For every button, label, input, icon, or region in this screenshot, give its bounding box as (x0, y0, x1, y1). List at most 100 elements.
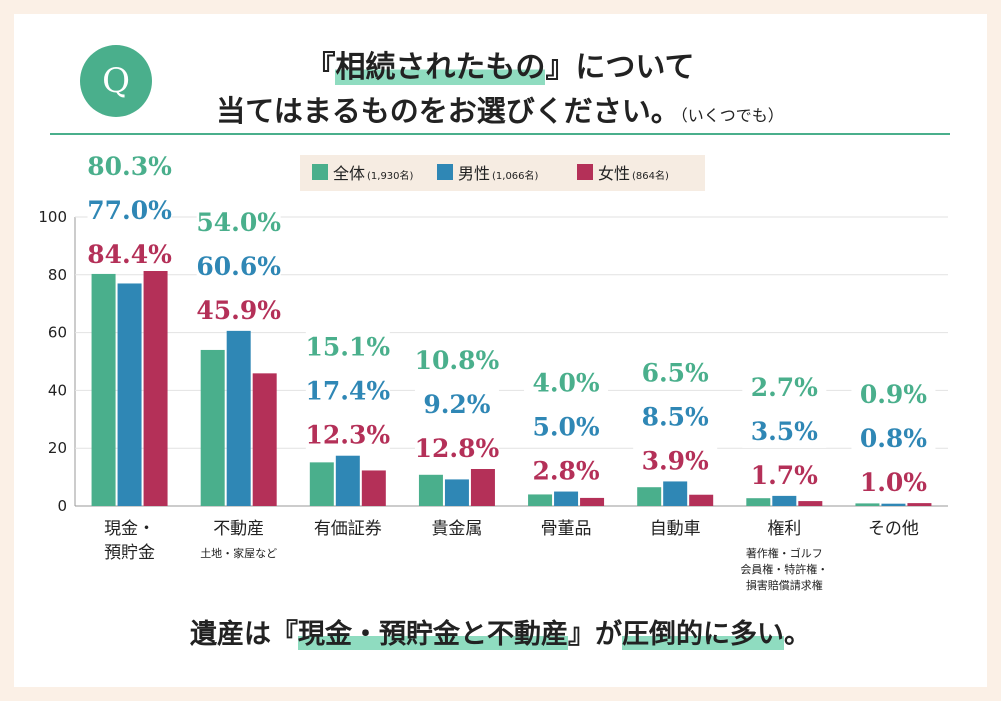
data-label-bg (524, 407, 609, 444)
data-label: 8.5% (642, 402, 709, 431)
data-label-bg (87, 147, 172, 183)
data-label: 84.4% (87, 240, 172, 269)
question-badge-label: Q (102, 61, 130, 101)
data-label-bg (851, 463, 936, 500)
data-label-bg (305, 371, 390, 408)
data-label-bg (87, 235, 172, 271)
legend-swatch (437, 164, 453, 180)
conclusion-text: 遺産は『現金・預貯金と不動産』が圧倒的に多い。 (0, 612, 1001, 651)
data-label-bg (305, 415, 390, 452)
data-label: 9.2% (423, 390, 490, 419)
data-label: 45.9% (196, 296, 281, 325)
data-label-bg (851, 375, 936, 412)
legend-note: (864名) (632, 169, 669, 182)
x-tick-label: 預貯金 (104, 543, 155, 563)
data-label-bg (524, 451, 609, 488)
y-tick-label: 60 (48, 324, 67, 342)
data-label: 60.6% (196, 252, 281, 281)
data-label: 0.8% (860, 424, 927, 453)
data-label: 4.0% (532, 369, 599, 398)
x-tick-label: その他 (868, 519, 919, 539)
data-label-bg (414, 385, 499, 422)
data-label: 3.9% (642, 446, 709, 475)
data-label-bg (196, 290, 281, 327)
data-label: 54.0% (196, 208, 281, 237)
data-label: 12.3% (305, 421, 390, 450)
data-label: 2.7% (751, 373, 818, 402)
x-tick-label: 現金・ (104, 519, 155, 539)
conclusion-highlight2: 圧倒的に多い (622, 619, 784, 650)
y-tick-label: 80 (48, 266, 67, 284)
legend-note: (1,930名) (367, 169, 414, 182)
data-label: 2.8% (532, 457, 599, 486)
data-label: 17.4% (305, 377, 390, 406)
bar (361, 470, 386, 506)
legend-swatch (577, 164, 593, 180)
legend-label: 全体 (333, 164, 365, 183)
bar (772, 495, 797, 506)
conclusion-part1: 遺産は『 (190, 619, 298, 650)
x-tick-label: 骨董品 (541, 519, 592, 539)
data-label: 12.8% (415, 434, 500, 463)
x-tick-label: 自動車 (650, 519, 701, 539)
bar (335, 455, 360, 506)
bar (637, 487, 662, 506)
legend-note: (1,066名) (492, 169, 539, 182)
y-tick-label: 0 (57, 497, 67, 515)
conclusion-highlight1: 現金・預貯金と不動産 (298, 619, 568, 650)
bar (746, 498, 771, 506)
title-suffix: 』について (545, 50, 695, 85)
data-label-bg (196, 202, 281, 239)
data-label: 80.3% (87, 152, 172, 181)
x-tick-sublabel: 損害賠償請求権 (746, 578, 823, 592)
title-note: （いくつでも） (679, 106, 784, 125)
x-tick-label: 貴金属 (431, 519, 482, 539)
bar (580, 497, 605, 506)
bar (200, 349, 225, 506)
data-label: 6.5% (642, 358, 709, 387)
data-label-bg (742, 455, 827, 492)
data-label-bg (524, 363, 609, 400)
data-label-bg (414, 429, 499, 466)
x-tick-label: 不動産 (213, 519, 264, 539)
data-label-bg (305, 327, 390, 364)
bar (444, 479, 469, 506)
conclusion-part3: 。 (784, 619, 811, 650)
data-label: 5.0% (532, 413, 599, 442)
data-label-bg (742, 367, 827, 404)
question-badge: Q (80, 45, 152, 117)
x-tick-sublabel: 会員権・特許権・ (740, 562, 828, 576)
data-label-bg (633, 353, 718, 390)
x-tick-sublabel: 著作権・ゴルフ (746, 546, 823, 560)
data-label: 0.9% (860, 380, 927, 409)
bar (143, 262, 168, 506)
bar (252, 373, 277, 506)
data-label: 1.7% (751, 461, 818, 490)
legend-label: 男性 (458, 164, 490, 183)
data-label-bg (633, 441, 718, 478)
title-prefix: 『 (305, 50, 336, 85)
title-highlight: 相続されたもの (335, 50, 546, 85)
bar (91, 273, 116, 506)
data-label: 15.1% (305, 333, 390, 362)
y-tick-label: 100 (38, 208, 67, 226)
chart-title-line1: 『相続されたもの』について (170, 42, 830, 86)
y-tick-label: 40 (48, 381, 67, 399)
bar (226, 330, 251, 506)
bar (418, 474, 443, 506)
bar (798, 501, 823, 506)
x-tick-sublabel: 土地・家屋など (200, 546, 277, 560)
data-label-bg (196, 246, 281, 283)
data-label-bg (742, 411, 827, 448)
title-line2-text: 当てはまるものをお選びください。 (216, 94, 680, 128)
y-tick-label: 20 (48, 439, 67, 457)
data-label: 10.8% (415, 346, 500, 375)
bar (907, 503, 932, 506)
data-label-bg (851, 419, 936, 456)
x-tick-label: 有価証券 (314, 519, 382, 539)
card-background (14, 14, 987, 687)
conclusion-part2: 』が (568, 619, 622, 650)
data-label: 77.0% (87, 196, 172, 225)
bar (855, 503, 880, 506)
